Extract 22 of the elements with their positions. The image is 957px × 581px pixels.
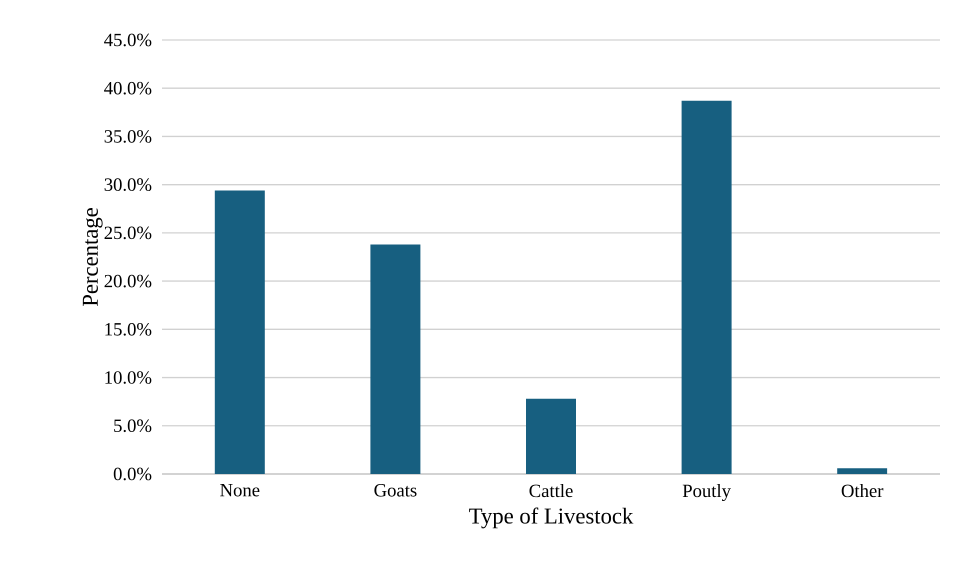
y-tick-label: 35.0%	[104, 130, 152, 143]
x-axis-title: Type of Livestock	[469, 508, 634, 528]
y-tick-label: 30.0%	[104, 178, 152, 192]
x-tick-label: Other	[842, 484, 884, 498]
y-tick-label: 5.0%	[114, 419, 152, 432]
y-tick-label: 45.0%	[104, 34, 152, 46]
x-tick-label: Goats	[374, 484, 417, 497]
bar	[214, 190, 265, 474]
y-tick-label: 0.0%	[114, 468, 152, 480]
y-tick-label: 20.0%	[104, 274, 152, 288]
x-tick-label: Poutly	[682, 484, 731, 502]
bar	[837, 468, 888, 474]
bar	[526, 398, 576, 474]
y-tick-label: 10.0%	[105, 371, 152, 384]
bar	[682, 100, 732, 474]
x-tick-label: None	[220, 484, 260, 496]
bar	[370, 244, 420, 474]
y-tick-label: 40.0%	[104, 82, 152, 95]
x-tick-label: Cattle	[529, 484, 573, 498]
y-tick-label: 15.0%	[105, 322, 152, 336]
y-tick-label: 25.0%	[104, 226, 152, 240]
y-axis-title: Percentage	[82, 208, 103, 306]
